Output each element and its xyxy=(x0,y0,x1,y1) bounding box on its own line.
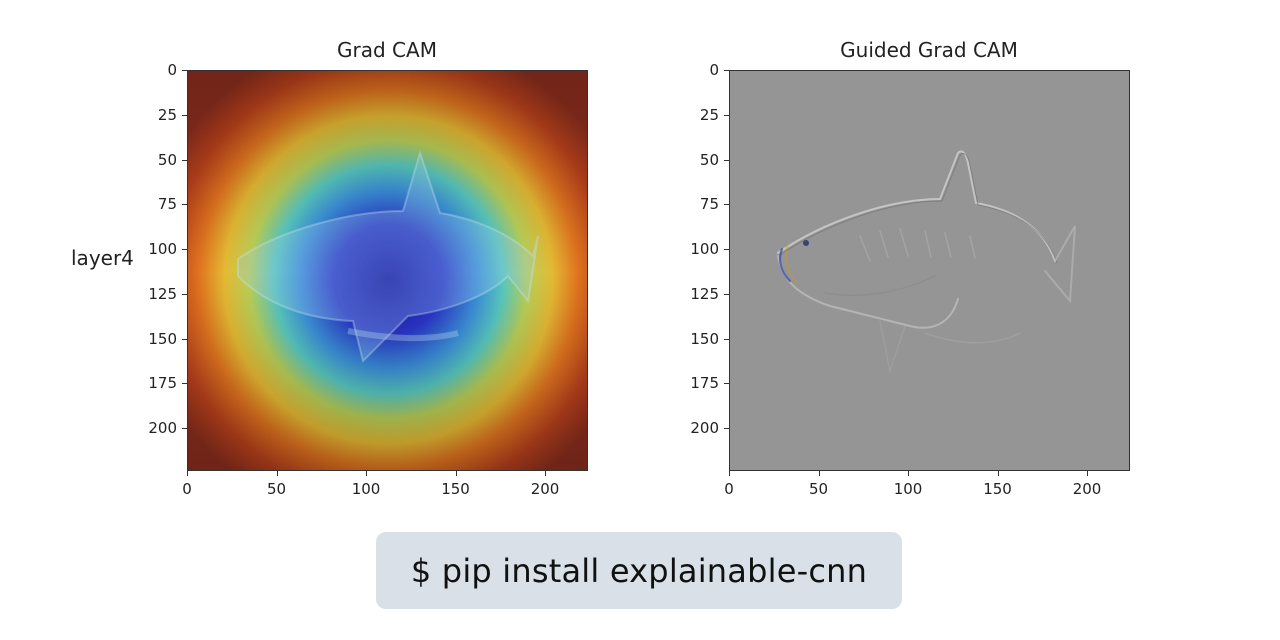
xtick-label: 200 xyxy=(530,480,560,498)
xtick-label: 0 xyxy=(182,480,192,498)
install-command-text: $ pip install explainable-cnn xyxy=(410,551,868,590)
ytick-mark xyxy=(724,204,729,206)
ytick-label: 125 xyxy=(148,284,177,303)
ytick-label: 100 xyxy=(148,240,177,259)
ytick-mark xyxy=(724,114,729,116)
ytick-label: 150 xyxy=(148,329,177,348)
ytick-mark xyxy=(724,293,729,295)
ytick-mark xyxy=(182,383,187,385)
ytick-label: 25 xyxy=(157,105,177,124)
xtick-label: 0 xyxy=(724,480,734,498)
ytick-mark xyxy=(182,114,187,116)
ytick-mark xyxy=(182,338,187,340)
row-label: layer4 xyxy=(71,246,134,270)
ytick-mark xyxy=(182,204,187,206)
xtick-label: 50 xyxy=(808,480,829,498)
grad-cam-heatmap xyxy=(188,71,587,470)
grad-cam-image xyxy=(187,70,588,471)
figure: layer4 Grad CAM xyxy=(71,38,1130,498)
ytick-label: 200 xyxy=(690,419,719,438)
xtick-mark xyxy=(545,471,547,476)
panel-title-guided-grad-cam: Guided Grad CAM xyxy=(840,38,1018,62)
ytick-mark xyxy=(182,70,187,71)
xtick-mark xyxy=(276,471,278,476)
ytick-mark xyxy=(182,428,187,430)
xtick-mark xyxy=(818,471,820,476)
xtick-mark xyxy=(1087,471,1089,476)
panel-title-grad-cam: Grad CAM xyxy=(337,38,437,62)
xtick-mark xyxy=(997,471,999,476)
xtick-label: 150 xyxy=(983,480,1012,498)
ytick-label: 175 xyxy=(690,374,719,393)
ytick-mark xyxy=(724,159,729,161)
ytick-mark xyxy=(724,249,729,251)
ytick-label: 0 xyxy=(709,61,719,79)
ytick-label: 100 xyxy=(690,240,719,259)
xtick-label: 50 xyxy=(266,480,287,498)
ytick-label: 50 xyxy=(157,150,177,169)
ytick-label: 75 xyxy=(157,195,177,214)
ytick-label: 175 xyxy=(148,374,177,393)
xtick-mark xyxy=(187,471,188,476)
xtick-label: 100 xyxy=(893,480,923,498)
ytick-label: 125 xyxy=(690,284,719,303)
ytick-mark xyxy=(724,428,729,430)
ytick-mark xyxy=(724,70,729,71)
ytick-label: 0 xyxy=(167,61,177,79)
ytick-mark xyxy=(182,159,187,161)
ytick-label: 150 xyxy=(690,329,719,348)
ytick-mark xyxy=(182,249,187,251)
ytick-label: 25 xyxy=(699,105,719,124)
guided-grad-cam-heatmap xyxy=(777,150,1076,374)
xtick-mark xyxy=(455,471,457,476)
ytick-label: 50 xyxy=(699,150,719,169)
xtick-label: 200 xyxy=(1072,480,1102,498)
xtick-mark xyxy=(908,471,910,476)
guided-grad-cam-image xyxy=(729,70,1130,471)
ytick-label: 200 xyxy=(148,419,177,438)
xtick-label: 100 xyxy=(351,480,381,498)
xtick-mark xyxy=(366,471,368,476)
ytick-mark xyxy=(182,293,187,295)
xtick-label: 150 xyxy=(441,480,470,498)
ytick-mark xyxy=(724,383,729,385)
ytick-label: 75 xyxy=(699,195,719,214)
xtick-mark xyxy=(729,471,730,476)
install-command-box[interactable]: $ pip install explainable-cnn xyxy=(376,532,902,609)
ytick-mark xyxy=(724,338,729,340)
